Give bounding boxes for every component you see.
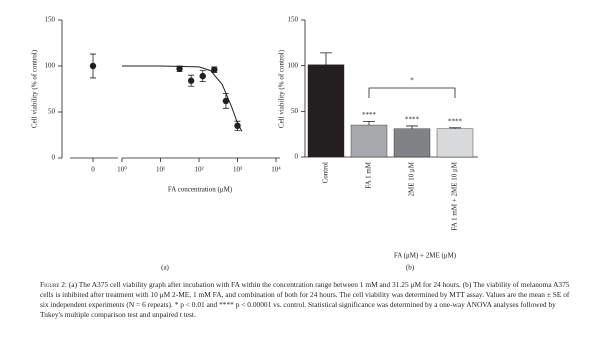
data-point: [176, 65, 183, 72]
bar: [393, 128, 431, 158]
significance-label: ****: [362, 111, 377, 119]
y-tick-label: 0: [295, 153, 299, 161]
y-tick-label: 100: [45, 62, 56, 70]
x-tick-label: 2ME 10 μM: [408, 161, 416, 196]
x-axis-title: FA concentration (μM): [168, 186, 233, 194]
data-point: [187, 77, 195, 84]
data-point: [199, 72, 206, 80]
y-tick-label: 100: [288, 61, 299, 69]
y-tick-label: 0: [52, 154, 56, 162]
x-tick-label: 10²: [194, 166, 203, 174]
y-tick-label: 150: [288, 16, 299, 24]
x-tick-label: Control: [322, 162, 330, 183]
y-tick-label: 50: [48, 108, 56, 116]
panel-label: (a): [161, 264, 169, 272]
data-point: [222, 97, 230, 105]
x-tick-label: FA 1 mM: [365, 161, 373, 188]
x-tick-label: 10¹: [156, 166, 165, 174]
y-axis-title: Cell viability (% of control): [31, 49, 39, 128]
y-tick-label: 50: [291, 107, 299, 115]
panel-label: (b): [406, 264, 415, 272]
x-tick-label: 10³: [233, 166, 242, 174]
significance-label: ****: [405, 116, 420, 124]
data-point: [89, 62, 97, 70]
caption: Figure 2: (a) The A375 cell viability gr…: [40, 280, 570, 320]
x-axis-title: FA (μM) + 2ME (μM): [394, 252, 457, 260]
y-tick-label: 150: [45, 16, 56, 24]
axes-a: [61, 20, 280, 159]
y-axis-title: Cell viability (% of control): [278, 49, 286, 128]
error-bar: [320, 52, 332, 65]
caption-label: Figure 2:: [40, 280, 67, 289]
x-tick-label: 10⁰: [117, 166, 127, 174]
data-point: [234, 122, 241, 129]
bar: [436, 128, 474, 158]
error-bar: [406, 125, 418, 129]
caption-text: (a) The A375 cell viability graph after …: [40, 280, 570, 319]
bar: [350, 124, 388, 158]
error-bar: [363, 120, 375, 126]
x-tick-label: 0: [91, 166, 95, 174]
fit-curve: [122, 65, 243, 132]
bar: [307, 64, 345, 158]
significance-bracket: [368, 87, 456, 98]
figure: Cell viability (% of control) FA concent…: [31, 16, 478, 272]
data-point: [211, 66, 218, 73]
significance-label: ****: [448, 117, 463, 125]
x-tick-label: 10⁴: [271, 166, 281, 174]
x-tick-label: FA 1 mM + 2ME 10 μM: [451, 161, 459, 230]
bracket-label: *: [410, 77, 414, 85]
